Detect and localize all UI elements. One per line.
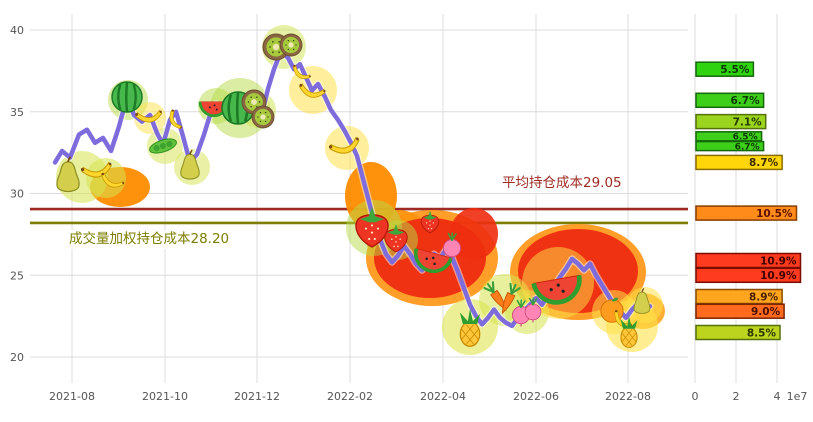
volume-bar-label: 10.5% bbox=[756, 208, 793, 220]
volume-bar: 8.9% bbox=[695, 288, 783, 305]
volume-bar: 7.1% bbox=[695, 113, 767, 130]
volume-bar: 6.7% bbox=[695, 140, 765, 152]
fruit-banana-icon bbox=[328, 136, 360, 154]
fruit-banana-icon bbox=[292, 64, 311, 79]
fruit-banana-icon bbox=[135, 109, 163, 123]
volume-bar: 5.5% bbox=[695, 61, 755, 77]
x-tick-label: 2022-06 bbox=[513, 390, 559, 403]
volume-bar-label: 5.5% bbox=[720, 64, 750, 76]
fruit-watermelon-slice-icon bbox=[413, 248, 453, 273]
fruit-banana-icon bbox=[298, 83, 326, 98]
fruit-carrot-icon bbox=[483, 281, 507, 311]
volume-bar-label: 8.9% bbox=[749, 291, 779, 303]
avg-cost-label: 平均持仓成本29.05 bbox=[497, 174, 627, 193]
volume-bar-label: 6.7% bbox=[735, 142, 760, 152]
volume-bar: 8.5% bbox=[695, 324, 781, 341]
fruit-watermelon-icon bbox=[111, 81, 143, 113]
volume-bar-label: 8.5% bbox=[747, 327, 777, 339]
fruit-kiwi-icon bbox=[251, 105, 275, 129]
y-tick-label: 35 bbox=[10, 106, 24, 119]
vwap-cost-label: 成交量加权持仓成本28.20 bbox=[64, 230, 235, 249]
volume-bar: 9.0% bbox=[695, 303, 785, 319]
fruit-watermelon-slice-icon bbox=[531, 274, 582, 305]
volume-bar-label: 7.1% bbox=[733, 116, 763, 128]
volume-bar-label: 6.5% bbox=[733, 133, 758, 143]
fruit-banana-icon bbox=[169, 109, 183, 129]
volume-blob bbox=[450, 208, 498, 260]
fruit-radish-icon bbox=[524, 297, 542, 323]
fruit-strawberry-icon bbox=[420, 211, 440, 234]
fruit-pear-icon bbox=[633, 288, 651, 314]
volume-bar: 10.5% bbox=[695, 205, 798, 221]
volume-bar: 6.5% bbox=[695, 131, 763, 143]
y-tick-label: 40 bbox=[10, 24, 24, 37]
fruit-pineapple-icon bbox=[620, 316, 638, 348]
fruit-carrot-icon bbox=[501, 282, 521, 315]
fruit-strawberry-icon bbox=[384, 224, 408, 253]
volume-bar: 6.7% bbox=[695, 92, 765, 109]
volume-offset-label: 1e7 bbox=[787, 390, 808, 403]
fruit-banana-icon bbox=[100, 172, 125, 188]
fruit-pineapple-icon bbox=[459, 308, 481, 347]
fruit-radish-icon bbox=[442, 232, 462, 260]
fruit-pear-icon bbox=[180, 149, 200, 180]
volume-bar-label: 10.9% bbox=[760, 255, 797, 267]
fruit-kiwi-icon bbox=[279, 33, 303, 57]
volume-bar-label: 9.0% bbox=[751, 306, 781, 318]
x-tick-label: 2022-04 bbox=[420, 390, 466, 403]
x-tick-label: 2022-08 bbox=[605, 390, 651, 403]
volume-bar-label: 8.7% bbox=[749, 157, 779, 169]
fruit-peas-icon bbox=[149, 138, 177, 154]
volume-bar-label: 6.7% bbox=[730, 95, 760, 107]
volume-bar-label: 10.9% bbox=[760, 270, 797, 282]
volume-tick-label: 4 bbox=[774, 390, 781, 403]
volume-tick-label: 0 bbox=[692, 390, 699, 403]
volume-bar: 10.9% bbox=[695, 267, 802, 284]
fruit-pear-icon bbox=[56, 156, 80, 193]
y-tick-label: 25 bbox=[10, 269, 24, 282]
x-tick-label: 2022-02 bbox=[327, 390, 373, 403]
volume-bar: 10.9% bbox=[695, 252, 802, 269]
x-tick-label: 2021-12 bbox=[234, 390, 280, 403]
volume-bar: 8.7% bbox=[695, 154, 783, 171]
x-tick-label: 2021-10 bbox=[142, 390, 188, 403]
x-tick-label: 2021-08 bbox=[49, 390, 95, 403]
volume-tick-label: 2 bbox=[733, 390, 740, 403]
y-tick-label: 20 bbox=[10, 351, 24, 364]
y-tick-label: 30 bbox=[10, 188, 24, 201]
